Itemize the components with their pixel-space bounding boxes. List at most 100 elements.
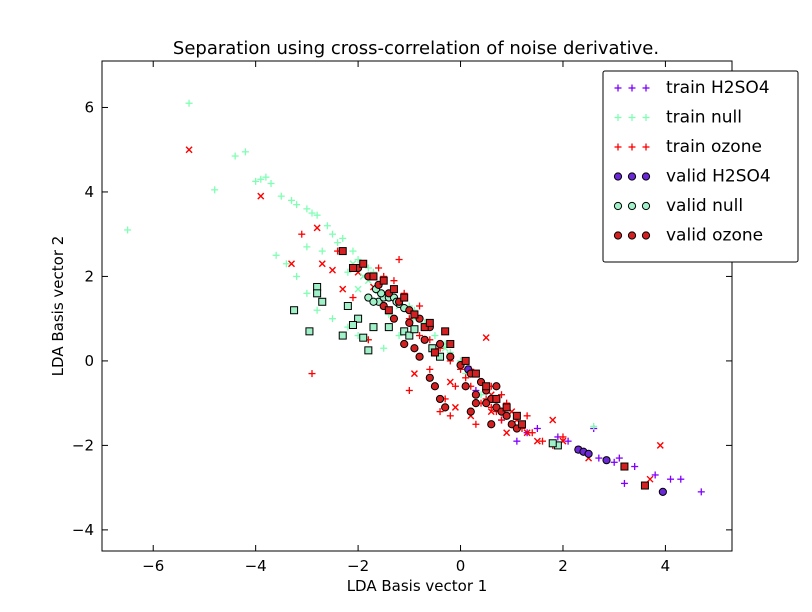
point-valid-ozone	[471, 399, 481, 408]
point-train-h2so4	[513, 437, 521, 445]
point-train-ozone	[559, 433, 567, 441]
y-tick-label: 0	[84, 352, 94, 370]
point-train-ozone-x	[339, 285, 347, 293]
point-train-ozone-x	[523, 429, 531, 437]
legend-marker	[628, 84, 636, 92]
point-valid-null-square	[318, 297, 327, 306]
legend: train H2SO4 train null train ozone valid H2…	[602, 70, 799, 263]
axis-ticks: −6 −4 −2 0 2 4 −4 −2 0 2 4 6	[72, 61, 732, 575]
point-train-ozone	[390, 277, 398, 285]
point-train-h2so4	[631, 463, 639, 471]
point-train-ozone	[308, 370, 316, 378]
point-valid-null-square	[548, 439, 557, 448]
point-train-null	[308, 209, 316, 217]
point-train-ozone	[298, 230, 306, 238]
point-valid-ozone	[482, 399, 491, 408]
point-valid-null-square	[369, 323, 378, 332]
point-valid-ozone-square	[640, 481, 649, 490]
point-train-ozone	[451, 382, 459, 390]
x-tick-label: −2	[347, 557, 369, 575]
point-train-ozone	[446, 412, 454, 420]
point-train-ozone-x	[313, 224, 321, 232]
legend-marker	[627, 231, 637, 240]
point-train-null	[262, 173, 270, 181]
legend-marker	[627, 172, 637, 181]
point-train-ozone	[528, 429, 536, 437]
x-tick-label: 2	[558, 557, 568, 575]
point-train-null	[211, 186, 219, 194]
point-valid-ozone-square	[471, 369, 480, 378]
point-train-null	[344, 268, 352, 276]
y-tick-label: −4	[72, 521, 94, 539]
point-valid-ozone-square	[512, 411, 521, 420]
legend-box	[602, 70, 799, 263]
point-valid-ozone-square	[359, 259, 368, 268]
point-valid-ozone-square	[384, 306, 393, 315]
point-train-null	[257, 175, 265, 183]
point-valid-ozone	[435, 339, 445, 349]
x-tick-label: 4	[661, 557, 671, 575]
point-train-null	[395, 332, 403, 340]
legend-marker	[642, 84, 650, 92]
legend-marker	[642, 114, 650, 121]
point-valid-ozone-square	[425, 318, 434, 327]
legend-marker	[614, 114, 622, 121]
point-train-null	[282, 260, 290, 268]
legend-marker	[641, 231, 651, 240]
point-valid-ozone-square	[446, 340, 455, 349]
point-valid-ozone	[441, 403, 450, 412]
point-train-h2so4	[615, 454, 623, 462]
point-train-null	[590, 422, 598, 430]
point-train-ozone-x	[446, 378, 454, 386]
point-train-null	[349, 247, 357, 255]
y-tick-label: 6	[84, 98, 94, 116]
point-valid-ozone	[461, 382, 470, 391]
point-train-ozone	[416, 332, 424, 340]
y-axis-label: LDA Basis vector 2	[49, 236, 67, 377]
point-train-null	[339, 234, 347, 242]
point-valid-ozone	[420, 335, 429, 344]
point-train-null	[313, 306, 321, 314]
legend-marker	[614, 143, 622, 151]
x-tick-label: −4	[245, 557, 267, 575]
point-train-null	[303, 289, 311, 297]
point-valid-null-square	[305, 327, 314, 336]
legend-marker	[642, 143, 650, 151]
y-tick-label: 4	[84, 183, 94, 201]
point-valid-ozone-square	[410, 310, 419, 319]
point-train-null	[323, 222, 331, 230]
point-valid-ozone	[430, 382, 440, 391]
point-train-null	[241, 148, 249, 156]
legend-marker	[628, 114, 636, 121]
point-train-ozone-x	[549, 416, 557, 424]
point-valid-null-square	[436, 352, 445, 361]
point-valid-ozone	[400, 339, 409, 349]
point-train-ozone	[375, 264, 383, 272]
point-train-ozone	[462, 374, 470, 382]
point-valid-null-square	[400, 327, 409, 336]
point-valid-ozone	[415, 352, 424, 361]
point-train-null	[354, 256, 362, 264]
point-train-ozone-x	[257, 192, 265, 200]
legend-marker	[613, 231, 623, 240]
point-train-ozone	[395, 256, 403, 264]
legend-marker	[641, 172, 651, 181]
point-valid-ozone-square	[482, 382, 491, 391]
point-valid-null-square	[313, 289, 322, 298]
legend-marker	[627, 201, 637, 211]
point-valid-ozone-square	[461, 356, 470, 365]
point-valid-null-square	[354, 314, 363, 323]
point-train-ozone-x	[318, 260, 326, 268]
point-train-null	[252, 177, 260, 185]
point-train-ozone-x	[451, 403, 459, 411]
point-train-null	[124, 226, 132, 234]
point-train-ozone	[498, 416, 506, 424]
point-train-null	[334, 239, 342, 247]
legend-marker	[641, 201, 651, 211]
point-valid-null-square	[359, 333, 368, 342]
point-valid-ozone-square	[492, 394, 501, 403]
point-valid-ozone	[405, 318, 414, 327]
point-valid-h2so4	[584, 449, 593, 458]
point-valid-ozone-square	[502, 403, 511, 412]
